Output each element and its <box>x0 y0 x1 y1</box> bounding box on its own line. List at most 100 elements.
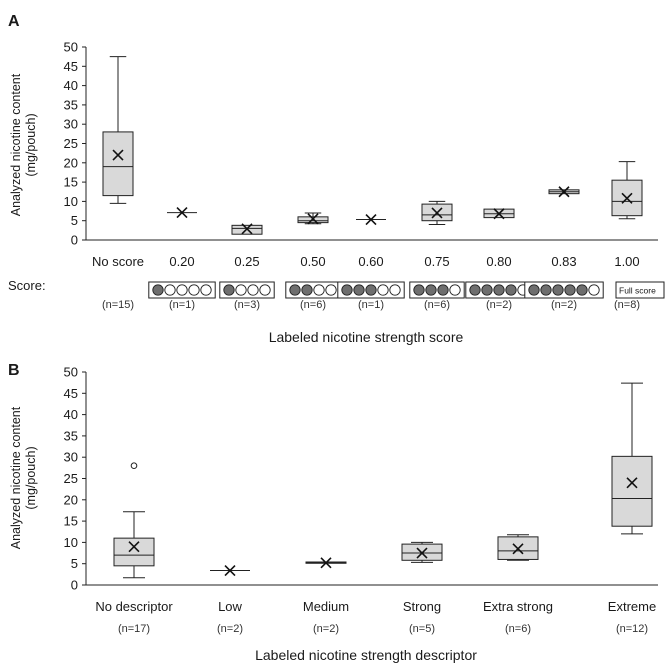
box-8 <box>611 161 643 220</box>
sample-size-label: (n=6) <box>424 299 450 311</box>
mean-marker <box>128 541 140 553</box>
y-tick-label: 50 <box>64 365 78 380</box>
score-dot-empty <box>200 284 212 296</box>
box-7 <box>548 186 580 198</box>
score-dot-empty <box>313 284 325 296</box>
score-dot-filled <box>493 284 505 296</box>
mean-marker <box>512 543 524 555</box>
y-tick-label: 35 <box>64 97 78 112</box>
category-label: 0.60 <box>358 254 383 269</box>
y-tick-label: 15 <box>64 514 78 529</box>
box-4 <box>356 213 386 226</box>
score-dot-empty <box>235 284 247 296</box>
mean-marker <box>320 557 332 569</box>
mean-marker-stroke <box>307 213 319 225</box>
sample-size-label: (n=6) <box>505 623 531 635</box>
category-label: 0.50 <box>300 254 325 269</box>
score-dots-frame <box>219 281 275 299</box>
sample-size-label: (n=5) <box>409 623 435 635</box>
score-dot-empty <box>176 284 188 296</box>
y-tick-label: 0 <box>71 233 78 248</box>
category-label: 0.80 <box>486 254 511 269</box>
mean-marker <box>558 186 570 198</box>
iqr-box <box>611 455 653 527</box>
y-tick-label: 5 <box>71 556 78 571</box>
mean-marker <box>621 192 633 204</box>
outlier-point <box>130 462 138 470</box>
score-dot-empty <box>389 284 401 296</box>
y-axis-label-line: (mg/pouch) <box>24 446 38 509</box>
score-dot-filled <box>540 284 552 296</box>
sample-size-label: (n=3) <box>234 299 260 311</box>
score-dots-icon <box>285 281 341 299</box>
y-axis-label-line: Analyzed nicotine content <box>9 406 23 549</box>
full-score-frame <box>615 281 665 299</box>
category-label: Medium <box>303 599 349 614</box>
full-score-badge: Full score <box>615 281 665 299</box>
score-dot-filled <box>469 284 481 296</box>
mean-marker <box>307 213 319 225</box>
panel-b: B 0 5 10 15 20 25 30 35 40 45 50 Analyzed nicotine c… <box>8 362 658 663</box>
full-score-text: Full score <box>619 286 656 296</box>
score-dots-icon <box>524 281 604 299</box>
score-dot-filled <box>341 284 353 296</box>
score-dot-empty <box>325 284 337 296</box>
y-tick-label: 40 <box>64 407 78 422</box>
x-axis-label: Labeled nicotine strength score <box>269 329 464 345</box>
sample-size-label: (n=15) <box>102 299 134 311</box>
sample-size-label: (n=6) <box>300 299 326 311</box>
box-3 <box>297 212 329 225</box>
score-label: Score: <box>8 278 46 293</box>
sample-size-label: (n=1) <box>358 299 384 311</box>
y-tick-label: 45 <box>64 386 78 401</box>
panel-letter: B <box>8 362 20 379</box>
y-axis-label-line: Analyzed nicotine content <box>9 73 23 216</box>
y-axis-label: Analyzed nicotine content(mg/pouch) <box>9 406 38 549</box>
box-0 <box>113 462 155 579</box>
score-dot-filled <box>353 284 365 296</box>
sample-size-label: (n=12) <box>616 623 648 635</box>
score-dot-filled <box>481 284 493 296</box>
sample-size-label: (n=2) <box>551 299 577 311</box>
mean-marker-stroke <box>365 213 377 226</box>
mean-marker-stroke <box>241 223 253 235</box>
mean-marker <box>112 149 124 161</box>
mean-marker <box>431 207 443 219</box>
score-dot-filled <box>528 284 540 296</box>
y-tick-label: 0 <box>71 578 78 593</box>
category-label: 0.83 <box>551 254 576 269</box>
score-dots-icon <box>337 281 405 299</box>
score-dot-empty <box>164 284 176 296</box>
mean-marker <box>416 547 428 559</box>
score-dot-empty <box>188 284 200 296</box>
mean-marker <box>224 564 236 577</box>
panel-a: A 0 5 10 15 20 25 30 35 40 45 50 Analyzed nicotine c… <box>8 13 665 345</box>
mean-marker <box>365 213 377 226</box>
mean-marker-stroke <box>558 186 570 198</box>
mean-marker-stroke <box>621 192 633 204</box>
score-dot-filled <box>505 284 517 296</box>
box-3 <box>401 541 443 563</box>
iqr-box <box>102 131 134 197</box>
mean-marker <box>176 207 188 219</box>
category-label: Extreme <box>608 599 656 614</box>
box-5 <box>611 382 653 535</box>
score-dot-filled <box>365 284 377 296</box>
score-dot-filled <box>552 284 564 296</box>
score-dot-filled <box>437 284 449 296</box>
sample-size-label: (n=2) <box>217 623 243 635</box>
mean-marker <box>493 208 505 220</box>
mean-marker-stroke <box>176 207 188 219</box>
score-dots-frame <box>409 281 465 299</box>
box-1 <box>167 207 197 219</box>
iqr-box <box>113 537 155 567</box>
category-label: 0.25 <box>234 254 259 269</box>
mean-marker-stroke <box>416 547 428 559</box>
mean-marker-stroke <box>224 564 236 577</box>
box-1 <box>210 564 250 577</box>
score-dot-filled <box>425 284 437 296</box>
mean-marker-stroke <box>431 207 443 219</box>
score-dot-empty <box>259 284 271 296</box>
mean-marker-stroke <box>512 543 524 555</box>
